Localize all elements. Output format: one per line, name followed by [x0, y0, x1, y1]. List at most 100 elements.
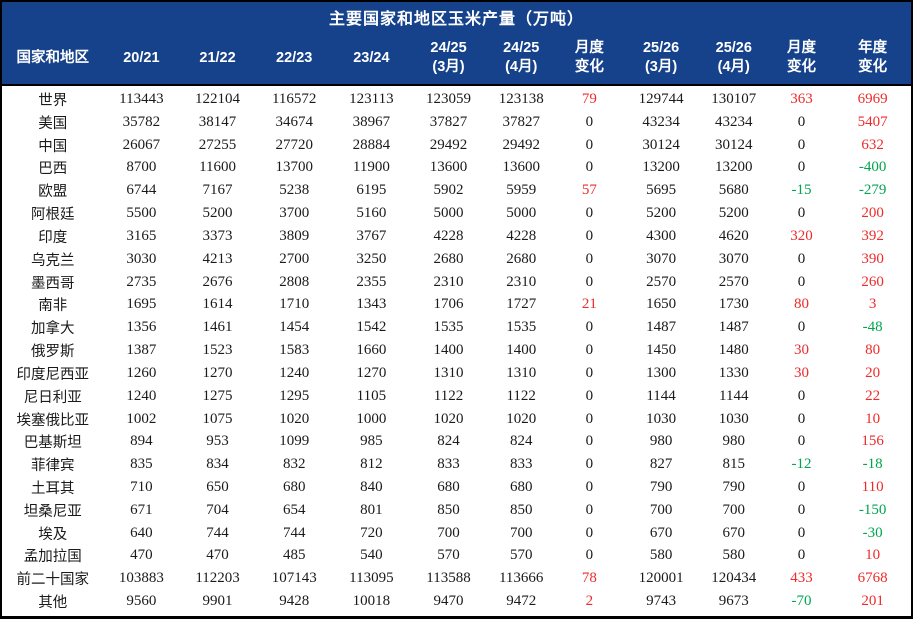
value-cell: 0 [585, 456, 594, 473]
value-cell: 0 [585, 387, 594, 404]
value-cell: 832 [282, 456, 306, 473]
value-cell: 1454 [279, 319, 310, 336]
table-row: 前二十国家 103883 112203 107143 113095 113588 11366… [2, 567, 911, 590]
value-cell: 985 [360, 433, 383, 450]
column-header-row: 国家和地区 20/21 21/22 22/23 23/24 24/25 (3月) 24/25… [2, 32, 911, 84]
value-cell: 0 [585, 250, 594, 267]
value-cell: 0 [797, 319, 806, 336]
table-row: 埃塞俄比亚 1002 1075 1020 1000 1020 1020 0 1030 1030 0 1… [2, 408, 911, 431]
value-cell: 9470 [433, 593, 464, 610]
column-header-7: 月度 变化 [574, 40, 604, 75]
value-cell: 1542 [356, 319, 387, 336]
row-label: 俄罗斯 [31, 344, 75, 361]
table-row: 南非 1695 1614 1710 1343 1706 1727 21 1650 1730 80 3 [2, 293, 911, 316]
value-cell: 470 [130, 547, 153, 564]
value-cell: 1535 [433, 319, 464, 336]
value-cell: 850 [509, 501, 533, 518]
value-cell: 107143 [271, 570, 317, 587]
value-cell: 0 [797, 410, 806, 427]
value-cell: 80 [865, 342, 881, 359]
value-cell: 130107 [711, 90, 757, 107]
value-cell: 5959 [506, 182, 537, 199]
value-cell: 3 [868, 296, 877, 313]
value-cell: 2700 [279, 250, 310, 267]
value-cell: 580 [722, 547, 746, 564]
value-cell: 30124 [715, 136, 753, 153]
value-cell: 0 [797, 478, 806, 495]
table-title: 主要国家和地区玉米产量（万吨） [328, 11, 584, 28]
value-cell: 835 [130, 456, 153, 473]
value-cell: 670 [649, 524, 673, 541]
value-cell: 4228 [433, 227, 464, 244]
value-cell: 1487 [718, 319, 749, 336]
value-cell: 1695 [126, 296, 157, 313]
value-cell: 43234 [642, 113, 680, 130]
value-cell: 123138 [498, 90, 544, 107]
table-row: 土耳其 710 650 680 840 680 680 0 790 790 0 110 [2, 476, 911, 499]
value-cell: 1295 [279, 387, 310, 404]
value-cell: 1706 [433, 296, 464, 313]
value-cell: 30124 [642, 136, 680, 153]
value-cell: 13200 [642, 159, 680, 176]
value-cell: 720 [360, 524, 383, 541]
table-row: 埃及 640 744 744 720 700 700 0 670 670 0 -30 [2, 522, 911, 545]
value-cell: -279 [858, 182, 887, 199]
value-cell: 1030 [646, 410, 677, 427]
value-cell: 0 [585, 273, 594, 290]
row-label: 阿根廷 [31, 207, 75, 224]
table-row: 欧盟 6744 7167 5238 6195 5902 5959 57 5695 5680 -15 -… [2, 179, 911, 202]
value-cell: 9472 [506, 593, 537, 610]
column-header-0: 国家和地区 [16, 49, 90, 66]
value-cell: 35782 [122, 113, 161, 130]
value-cell: 0 [585, 478, 594, 495]
value-cell: 1270 [356, 364, 387, 381]
value-cell: 116572 [271, 90, 317, 107]
value-cell: -150 [858, 501, 887, 518]
value-cell: 80 [793, 296, 809, 313]
value-cell: 10 [865, 547, 881, 564]
value-cell: 1122 [506, 387, 536, 404]
value-cell: 0 [797, 273, 806, 290]
value-cell: 580 [649, 547, 673, 564]
value-cell: -30 [862, 524, 883, 541]
value-cell: 156 [861, 433, 884, 450]
value-cell: 27255 [198, 136, 237, 153]
value-cell: 485 [282, 547, 306, 564]
value-cell: 0 [797, 433, 806, 450]
value-cell: 6768 [857, 570, 888, 587]
value-cell: 2808 [279, 273, 310, 290]
value-cell: 744 [282, 524, 306, 541]
column-header-1: 20/21 [123, 49, 160, 66]
value-cell: 0 [585, 501, 594, 518]
value-cell: 5000 [506, 205, 537, 222]
value-cell: 320 [790, 227, 813, 244]
value-cell: 27720 [275, 136, 313, 153]
value-cell: 1614 [202, 296, 233, 313]
value-cell: 1030 [718, 410, 749, 427]
value-cell: 700 [649, 501, 673, 518]
row-label: 尼日利亚 [23, 389, 82, 406]
value-cell: 120001 [638, 570, 684, 587]
value-cell: 2680 [433, 250, 464, 267]
value-cell: 470 [206, 547, 229, 564]
column-header-3: 22/23 [276, 49, 313, 66]
table-row: 中国 26067 27255 27720 28884 29492 29492 0 30124 30… [2, 134, 911, 157]
value-cell: 1310 [433, 364, 464, 381]
value-cell: 3165 [126, 227, 157, 244]
value-cell: 28884 [352, 136, 391, 153]
value-cell: 1400 [506, 342, 537, 359]
value-cell: 833 [437, 456, 460, 473]
value-cell: -18 [862, 456, 883, 473]
row-label: 埃及 [38, 526, 68, 543]
value-cell: 0 [797, 205, 806, 222]
value-cell: 1000 [356, 410, 387, 427]
value-cell: 1535 [506, 319, 537, 336]
value-cell: 1020 [433, 410, 464, 427]
value-cell: 1487 [646, 319, 677, 336]
value-cell: 700 [722, 501, 746, 518]
value-cell: 2570 [718, 273, 749, 290]
value-cell: 5500 [126, 205, 157, 222]
value-cell: 3070 [718, 250, 749, 267]
value-cell: 37827 [502, 113, 540, 130]
